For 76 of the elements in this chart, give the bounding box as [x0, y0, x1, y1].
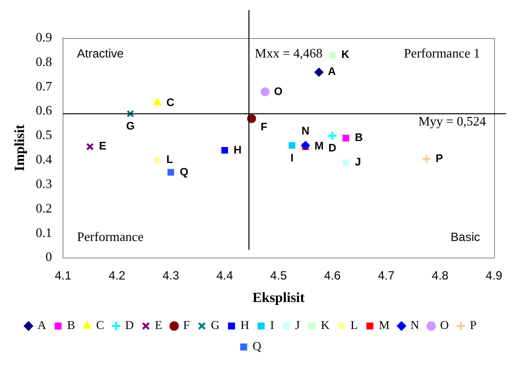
text: P [436, 152, 444, 165]
point [422, 154, 432, 164]
y-axis-title: Implisit [13, 124, 28, 172]
text: F [260, 122, 268, 134]
point [342, 134, 350, 142]
text: L [166, 154, 174, 166]
text: Q [180, 166, 188, 178]
point [221, 147, 228, 154]
legend-label: P [470, 318, 477, 332]
annotation: Performance 1 [404, 45, 480, 60]
annotation: Performance [77, 229, 144, 244]
annotation: Mxx = 4,468 [254, 45, 323, 60]
legend-label: L [350, 318, 358, 332]
legend-label: F [183, 318, 190, 332]
annotation: Myy = 0,524 [418, 114, 486, 129]
text: I [290, 152, 294, 164]
x-tick-label: 4.7 [378, 268, 395, 282]
x-tick-label: 4.4 [216, 268, 234, 282]
text: K [341, 49, 350, 62]
x-tick-label: 4.1 [54, 268, 72, 282]
text: M [314, 140, 324, 153]
y-tick-label: 0.7 [36, 78, 53, 94]
text: D [328, 142, 336, 155]
legend-label: K [320, 318, 330, 332]
annotation: Atractive [77, 46, 124, 60]
point [329, 52, 336, 58]
legend-label: N [410, 318, 420, 332]
y-tick-label: 0.5 [36, 127, 52, 142]
legend-label: C [96, 318, 104, 332]
legend-label: Q [252, 339, 262, 354]
point [300, 140, 310, 150]
y-tick-label: 0.8 [36, 54, 52, 69]
y-tick-label: 0 [46, 249, 52, 264]
point [86, 142, 94, 151]
x-axis-title: Eksplisit [252, 291, 305, 306]
legend-label: J [295, 318, 300, 332]
point [260, 87, 270, 96]
text: J [354, 156, 361, 169]
legend-label: H [240, 318, 250, 332]
x-tick-label: 4.2 [108, 268, 126, 282]
point [153, 98, 162, 106]
text: A [328, 66, 336, 78]
x-tick-label: 4.8 [432, 268, 449, 282]
y-tick-label: 0.6 [36, 102, 53, 118]
legend-label: G [210, 318, 220, 332]
point [288, 142, 296, 149]
text: B [354, 132, 363, 144]
legend-label: B [67, 318, 76, 332]
point [314, 68, 324, 77]
x-tick-label: 4.5 [270, 268, 288, 282]
x-tick-label: 4.9 [486, 268, 503, 282]
point [154, 156, 161, 164]
legend-label: I [270, 318, 274, 332]
y-tick-label: 0.9 [36, 29, 52, 44]
legend-label: D [125, 318, 134, 332]
point [342, 159, 350, 166]
text: N [301, 125, 310, 138]
x-tick-label: 4.6 [324, 268, 342, 282]
point [167, 168, 174, 176]
legend-label: O [440, 318, 450, 332]
y-tick-label: 0.4 [36, 152, 53, 167]
point [126, 110, 134, 118]
text: E [98, 140, 106, 153]
legend-label: A [37, 318, 46, 332]
annotation: Basic [450, 230, 480, 244]
legend-label: M [378, 318, 390, 332]
y-tick-label: 0.1 [36, 224, 52, 240]
text: O [274, 86, 283, 98]
point [327, 130, 338, 141]
text: C [166, 96, 174, 109]
x-tick-label: 4.3 [162, 268, 180, 282]
y-tick-label: 0.2 [36, 200, 52, 216]
text: H [234, 144, 242, 156]
text: G [126, 120, 135, 133]
y-tick-label: 0.3 [36, 176, 52, 191]
legend-label: E [154, 318, 162, 332]
